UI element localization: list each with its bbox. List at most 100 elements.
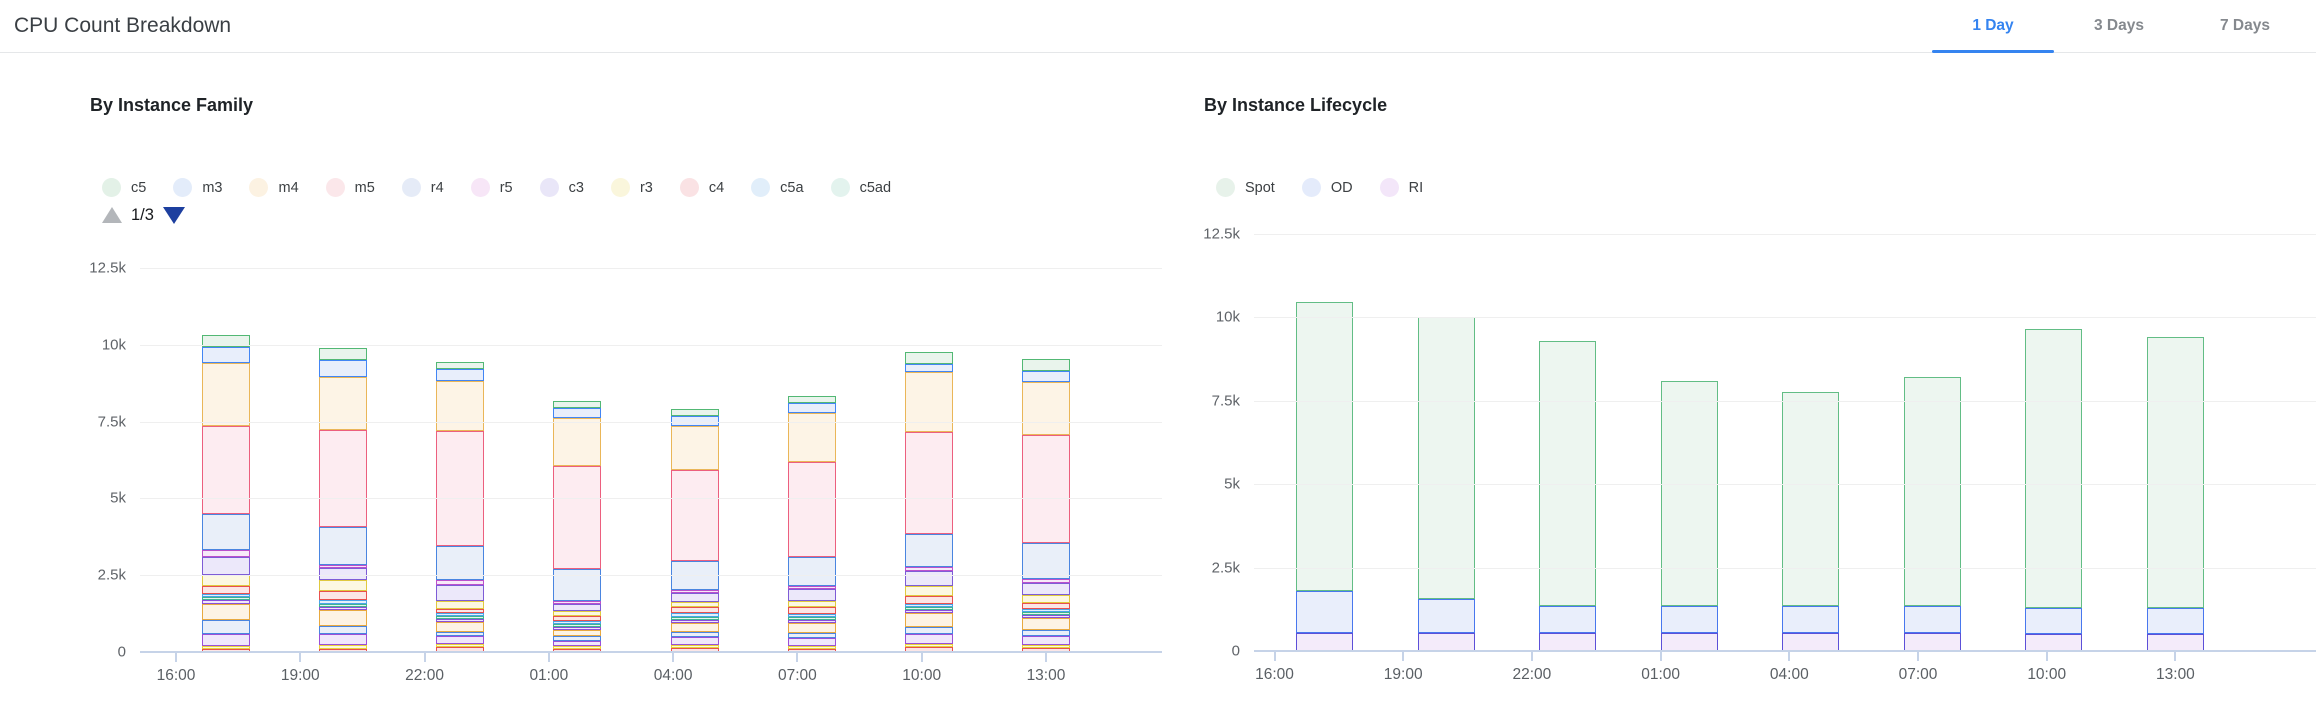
segment-unlabeled-yellow[interactable] (436, 644, 485, 648)
segment-r5[interactable] (319, 565, 368, 569)
segment-c3[interactable] (553, 603, 602, 612)
segment-unlabeled-lightblue[interactable] (553, 636, 602, 642)
segment-unlabeled-cream[interactable] (787, 622, 836, 633)
segment-m4[interactable] (670, 425, 719, 471)
segment-r5[interactable] (436, 579, 485, 585)
segment-c5ad[interactable] (202, 597, 250, 601)
legend-item-r4[interactable]: r4 (401, 178, 444, 197)
segment-unlabeled-purple[interactable] (670, 619, 719, 623)
segment-m3[interactable] (787, 402, 836, 413)
segment-r3[interactable] (202, 575, 250, 587)
segment-m3[interactable] (553, 408, 602, 419)
segment-ri[interactable] (1539, 632, 1597, 651)
legend-item-m5[interactable]: m5 (325, 178, 375, 197)
segment-m4[interactable] (1021, 381, 1070, 436)
segment-c4[interactable] (670, 607, 719, 614)
segment-c4[interactable] (319, 591, 368, 601)
legend-item-c4[interactable]: c4 (679, 178, 724, 197)
segment-m3[interactable] (319, 360, 368, 378)
segment-c3[interactable] (436, 584, 485, 602)
segment-c5a[interactable] (436, 613, 485, 616)
segment-spot[interactable] (1782, 392, 1840, 606)
segment-c5a[interactable] (670, 613, 719, 617)
segment-m3[interactable] (1021, 370, 1070, 382)
segment-unlabeled-yellow[interactable] (670, 644, 719, 648)
bar-19:00[interactable] (1417, 317, 1475, 651)
segment-unlabeled-cream[interactable] (319, 609, 368, 626)
segment-unlabeled-lavender[interactable] (904, 633, 953, 645)
segment-unlabeled-cream[interactable] (1021, 618, 1070, 630)
segment-unlabeled-cream[interactable] (670, 622, 719, 632)
segment-unlabeled-lightblue[interactable] (670, 631, 719, 637)
segment-c3[interactable] (787, 589, 836, 602)
bar-16:00[interactable] (202, 334, 250, 652)
legend-page-down-icon[interactable] (162, 206, 185, 224)
segment-m5[interactable] (319, 429, 368, 527)
tab-3-days[interactable]: 3 Days (2056, 0, 2182, 52)
segment-ri[interactable] (1296, 632, 1353, 651)
legend-item-c5[interactable]: c5 (102, 178, 146, 197)
segment-c5[interactable] (553, 400, 602, 409)
segment-c4[interactable] (787, 607, 836, 614)
segment-unlabeled-purple[interactable] (553, 626, 602, 630)
segment-od[interactable] (1417, 599, 1475, 633)
bar-13:00[interactable] (2146, 337, 2204, 651)
segment-r5[interactable] (202, 549, 250, 557)
segment-m5[interactable] (553, 465, 602, 569)
segment-ri[interactable] (1903, 632, 1961, 651)
segment-unlabeled-lavender[interactable] (436, 636, 485, 645)
segment-r4[interactable] (1021, 542, 1070, 579)
legend-item-r5[interactable]: r5 (470, 178, 513, 197)
segment-spot[interactable] (1660, 380, 1718, 606)
segment-r4[interactable] (202, 513, 250, 550)
segment-m4[interactable] (319, 377, 368, 430)
segment-unlabeled-purple[interactable] (787, 619, 836, 623)
segment-m4[interactable] (787, 412, 836, 462)
segment-c3[interactable] (670, 593, 719, 603)
bar-01:00[interactable] (1660, 380, 1718, 651)
segment-r3[interactable] (436, 601, 485, 610)
segment-unlabeled-cream[interactable] (904, 612, 953, 627)
segment-c3[interactable] (202, 556, 250, 576)
segment-unlabeled-lightblue[interactable] (319, 625, 368, 634)
segment-m4[interactable] (436, 380, 485, 432)
bar-22:00[interactable] (1539, 340, 1597, 651)
segment-unlabeled-lightblue[interactable] (787, 632, 836, 638)
bar-04:00[interactable] (670, 408, 719, 652)
segment-r5[interactable] (553, 600, 602, 604)
segment-c5ad[interactable] (1021, 612, 1070, 615)
segment-c3[interactable] (1021, 582, 1070, 595)
bar-10:00[interactable] (2025, 329, 2083, 651)
segment-c5ad[interactable] (553, 623, 602, 627)
segment-r3[interactable] (670, 602, 719, 608)
bar-22:00[interactable] (436, 361, 485, 652)
legend-item-c5a[interactable]: c5a (751, 178, 804, 197)
segment-m3[interactable] (436, 368, 485, 381)
segment-od[interactable] (2025, 607, 2083, 635)
tab-7-days[interactable]: 7 Days (2182, 0, 2308, 52)
legend-item-spot[interactable]: Spot (1216, 178, 1275, 197)
legend-item-m3[interactable]: m3 (173, 178, 222, 197)
segment-c5ad[interactable] (787, 616, 836, 620)
segment-c5ad[interactable] (436, 616, 485, 619)
segment-spot[interactable] (2025, 329, 2083, 608)
segment-r4[interactable] (904, 533, 953, 567)
segment-c4[interactable] (202, 586, 250, 595)
segment-c5[interactable] (787, 395, 836, 403)
segment-r5[interactable] (1021, 578, 1070, 583)
segment-ri[interactable] (2025, 634, 2083, 651)
segment-c5[interactable] (319, 347, 368, 360)
bar-13:00[interactable] (1021, 358, 1070, 652)
segment-spot[interactable] (2146, 337, 2204, 608)
tab-1-day[interactable]: 1 Day (1930, 0, 2056, 53)
segment-od[interactable] (1782, 605, 1840, 633)
segment-spot[interactable] (1417, 317, 1475, 600)
segment-unlabeled-lightblue[interactable] (1021, 629, 1070, 637)
segment-unlabeled-lightblue[interactable] (202, 619, 250, 634)
segment-unlabeled-yellow[interactable] (1021, 645, 1070, 649)
segment-ri[interactable] (1417, 632, 1475, 651)
segment-spot[interactable] (1296, 302, 1353, 591)
segment-r3[interactable] (319, 580, 368, 592)
segment-c5[interactable] (202, 334, 250, 347)
segment-m5[interactable] (670, 470, 719, 561)
